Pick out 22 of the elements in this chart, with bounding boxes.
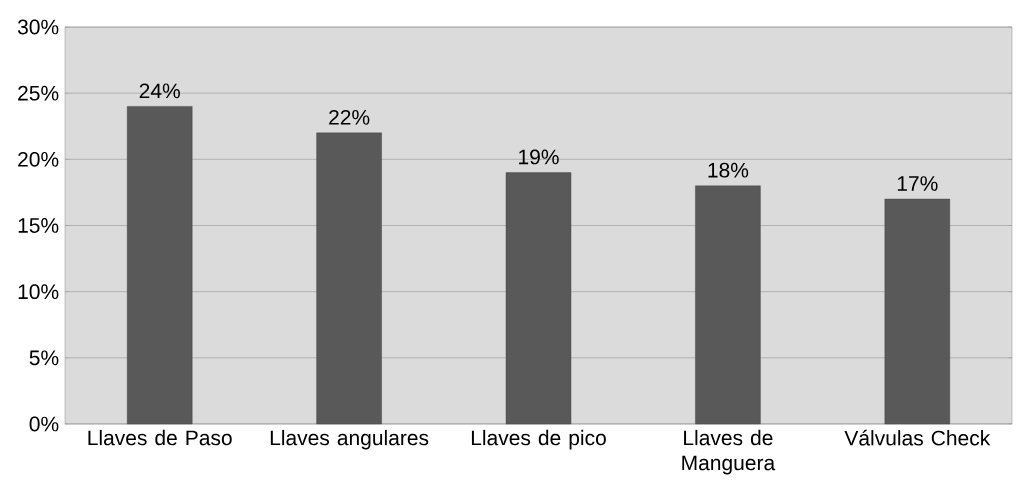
bar	[695, 185, 761, 425]
y-tick-label: 30%	[17, 19, 59, 35]
data-label: 22%	[329, 109, 370, 125]
y-tick-label: 15%	[18, 218, 59, 233]
y-tick-label: 0%	[29, 416, 59, 432]
x-tick-label: Llaves de Manguera	[682, 429, 776, 475]
data-label: 17%	[897, 176, 938, 191]
y-tick-label: 20%	[18, 151, 59, 167]
bar	[316, 132, 382, 425]
bar	[127, 106, 193, 425]
data-label: 19%	[519, 149, 559, 165]
bar	[505, 172, 572, 425]
data-label: 24%	[139, 83, 180, 99]
bar	[884, 198, 951, 425]
y-tick-label: 25%	[18, 85, 59, 101]
data-label: 18%	[708, 162, 749, 178]
y-tick-label: 10%	[18, 284, 59, 300]
x-tick-label: Válvulas Check	[844, 429, 991, 446]
x-tick-label: Llaves angulares	[270, 429, 429, 450]
y-tick-label: 5%	[29, 350, 59, 366]
x-tick-label: Llaves de pico	[471, 429, 606, 450]
x-tick-label: Llaves de Paso	[88, 429, 232, 446]
